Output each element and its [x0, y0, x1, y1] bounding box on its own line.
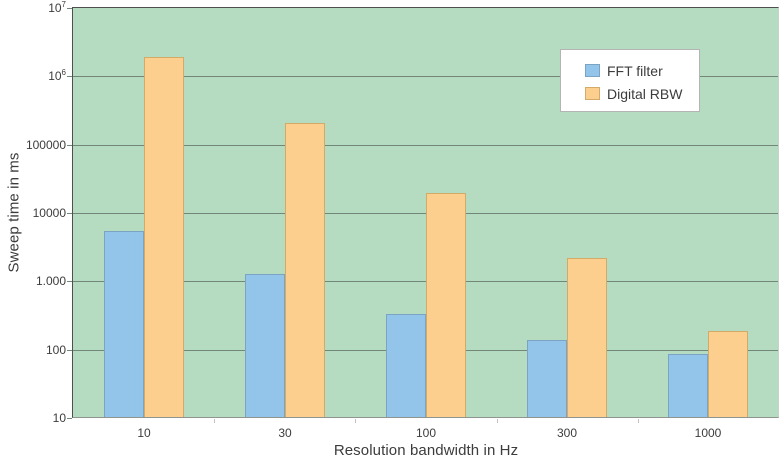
bar-fft-filter-30hz: [245, 274, 285, 418]
x-tick-label-30hz: 30: [278, 426, 292, 440]
legend-label: Digital RBW: [607, 85, 683, 102]
digital-rbw-swatch-icon: [585, 87, 600, 100]
bar-digital-rbw-10hz: [144, 57, 184, 418]
x-tick-label-100hz: 100: [415, 426, 437, 440]
x-boundary-tick: [355, 419, 356, 423]
legend-item-fft-filter: FFT filter: [585, 59, 699, 82]
x-boundary-tick: [638, 419, 639, 423]
bar-digital-rbw-100hz: [426, 193, 466, 418]
y-tick-mark-10: [67, 418, 72, 419]
y-tick-exponent: 6: [61, 68, 66, 77]
y-tick-label-100000: 100000: [25, 138, 66, 152]
bar-digital-rbw-1000hz: [708, 331, 748, 418]
fft-filter-swatch-icon: [585, 64, 600, 77]
x-boundary-tick: [497, 419, 498, 423]
x-tick-label-1000hz: 1000: [694, 426, 722, 440]
bar-fft-filter-1000hz: [668, 354, 708, 418]
bar-fft-filter-10hz: [104, 231, 144, 418]
bar-fft-filter-300hz: [527, 340, 567, 418]
x-tick-label-10hz: 10: [137, 426, 151, 440]
y-tick-mark-10000000: [67, 8, 72, 9]
y-tick-mark-100000: [67, 145, 72, 146]
y-tick-label-1000000: 106: [48, 68, 66, 84]
y-tick-label-10000000: 107: [48, 0, 66, 16]
y-tick-label-10: 10: [52, 411, 66, 425]
bar-digital-rbw-30hz: [285, 123, 325, 418]
legend-label: FFT filter: [607, 62, 663, 79]
x-tick-label-300hz: 300: [556, 426, 578, 440]
y-tick-label-1000: 1.000: [35, 274, 66, 288]
legend: FFT filter Digital RBW: [560, 49, 700, 112]
y-tick-mark-1000000: [67, 76, 72, 77]
y-tick-label-100: 100: [45, 343, 66, 357]
bar-fft-filter-100hz: [386, 314, 426, 418]
gridline-100000: [73, 145, 779, 146]
bar-digital-rbw-300hz: [567, 258, 607, 418]
y-tick-exponent: 7: [61, 0, 66, 9]
y-tick-mark-1000: [67, 281, 72, 282]
x-axis-title: Resolution bandwidth in Hz: [333, 442, 519, 459]
y-tick-label-10000: 10000: [32, 206, 66, 220]
y-tick-mark-10000: [67, 213, 72, 214]
y-tick-mark-100: [67, 350, 72, 351]
gridline-1000000: [73, 76, 779, 77]
x-boundary-tick: [214, 419, 215, 423]
legend-item-digital-rbw: Digital RBW: [585, 82, 699, 105]
